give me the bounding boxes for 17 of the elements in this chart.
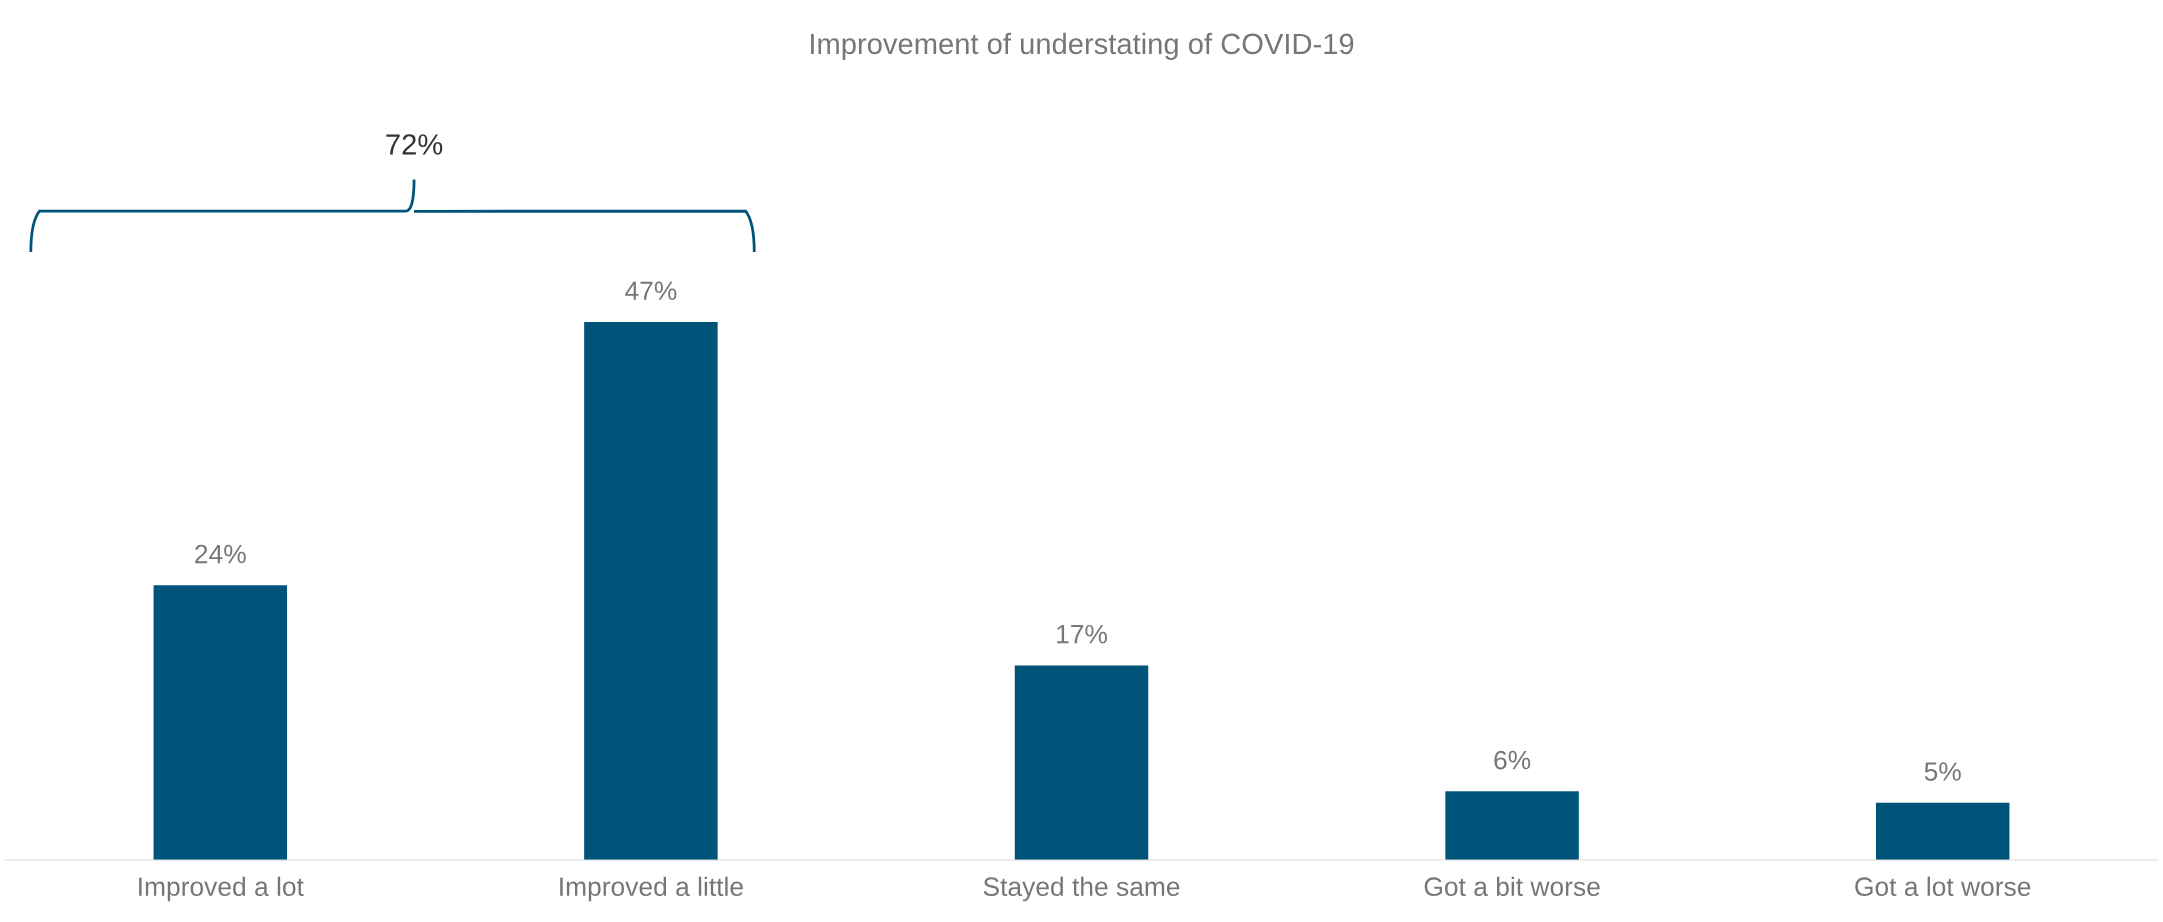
x-tick-label: Stayed the same	[983, 876, 1180, 902]
x-tick-label: Improved a lot	[139, 876, 304, 902]
chart-title: Improvement of understating of COVID-19	[811, 32, 1354, 60]
data-label: 24%	[195, 544, 246, 564]
bar	[584, 322, 718, 860]
x-tick-label: Got a bit worse	[1424, 876, 1600, 897]
x-tick-label: Got a lot worse	[1855, 876, 2031, 897]
x-tick-label: Improved a little	[560, 876, 743, 902]
data-label: 17%	[1057, 624, 1107, 644]
data-label: 47%	[625, 281, 677, 301]
bar	[1445, 791, 1579, 860]
data-label: 5%	[1924, 762, 1961, 781]
text: 72%	[386, 134, 443, 155]
bar	[1014, 665, 1149, 860]
bar	[1875, 802, 2010, 860]
bar	[153, 585, 288, 860]
data-label: 6%	[1494, 750, 1531, 770]
